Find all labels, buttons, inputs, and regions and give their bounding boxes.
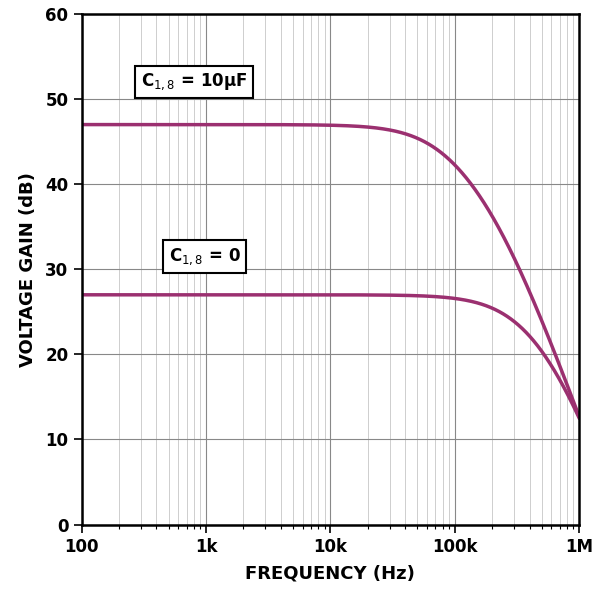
X-axis label: FREQUENCY (Hz): FREQUENCY (Hz) bbox=[245, 564, 415, 582]
Y-axis label: VOLTAGE GAIN (dB): VOLTAGE GAIN (dB) bbox=[19, 172, 37, 367]
Text: C$_{1,8}$ = 10μF: C$_{1,8}$ = 10μF bbox=[141, 71, 247, 92]
Text: C$_{1,8}$ = 0: C$_{1,8}$ = 0 bbox=[169, 246, 241, 267]
